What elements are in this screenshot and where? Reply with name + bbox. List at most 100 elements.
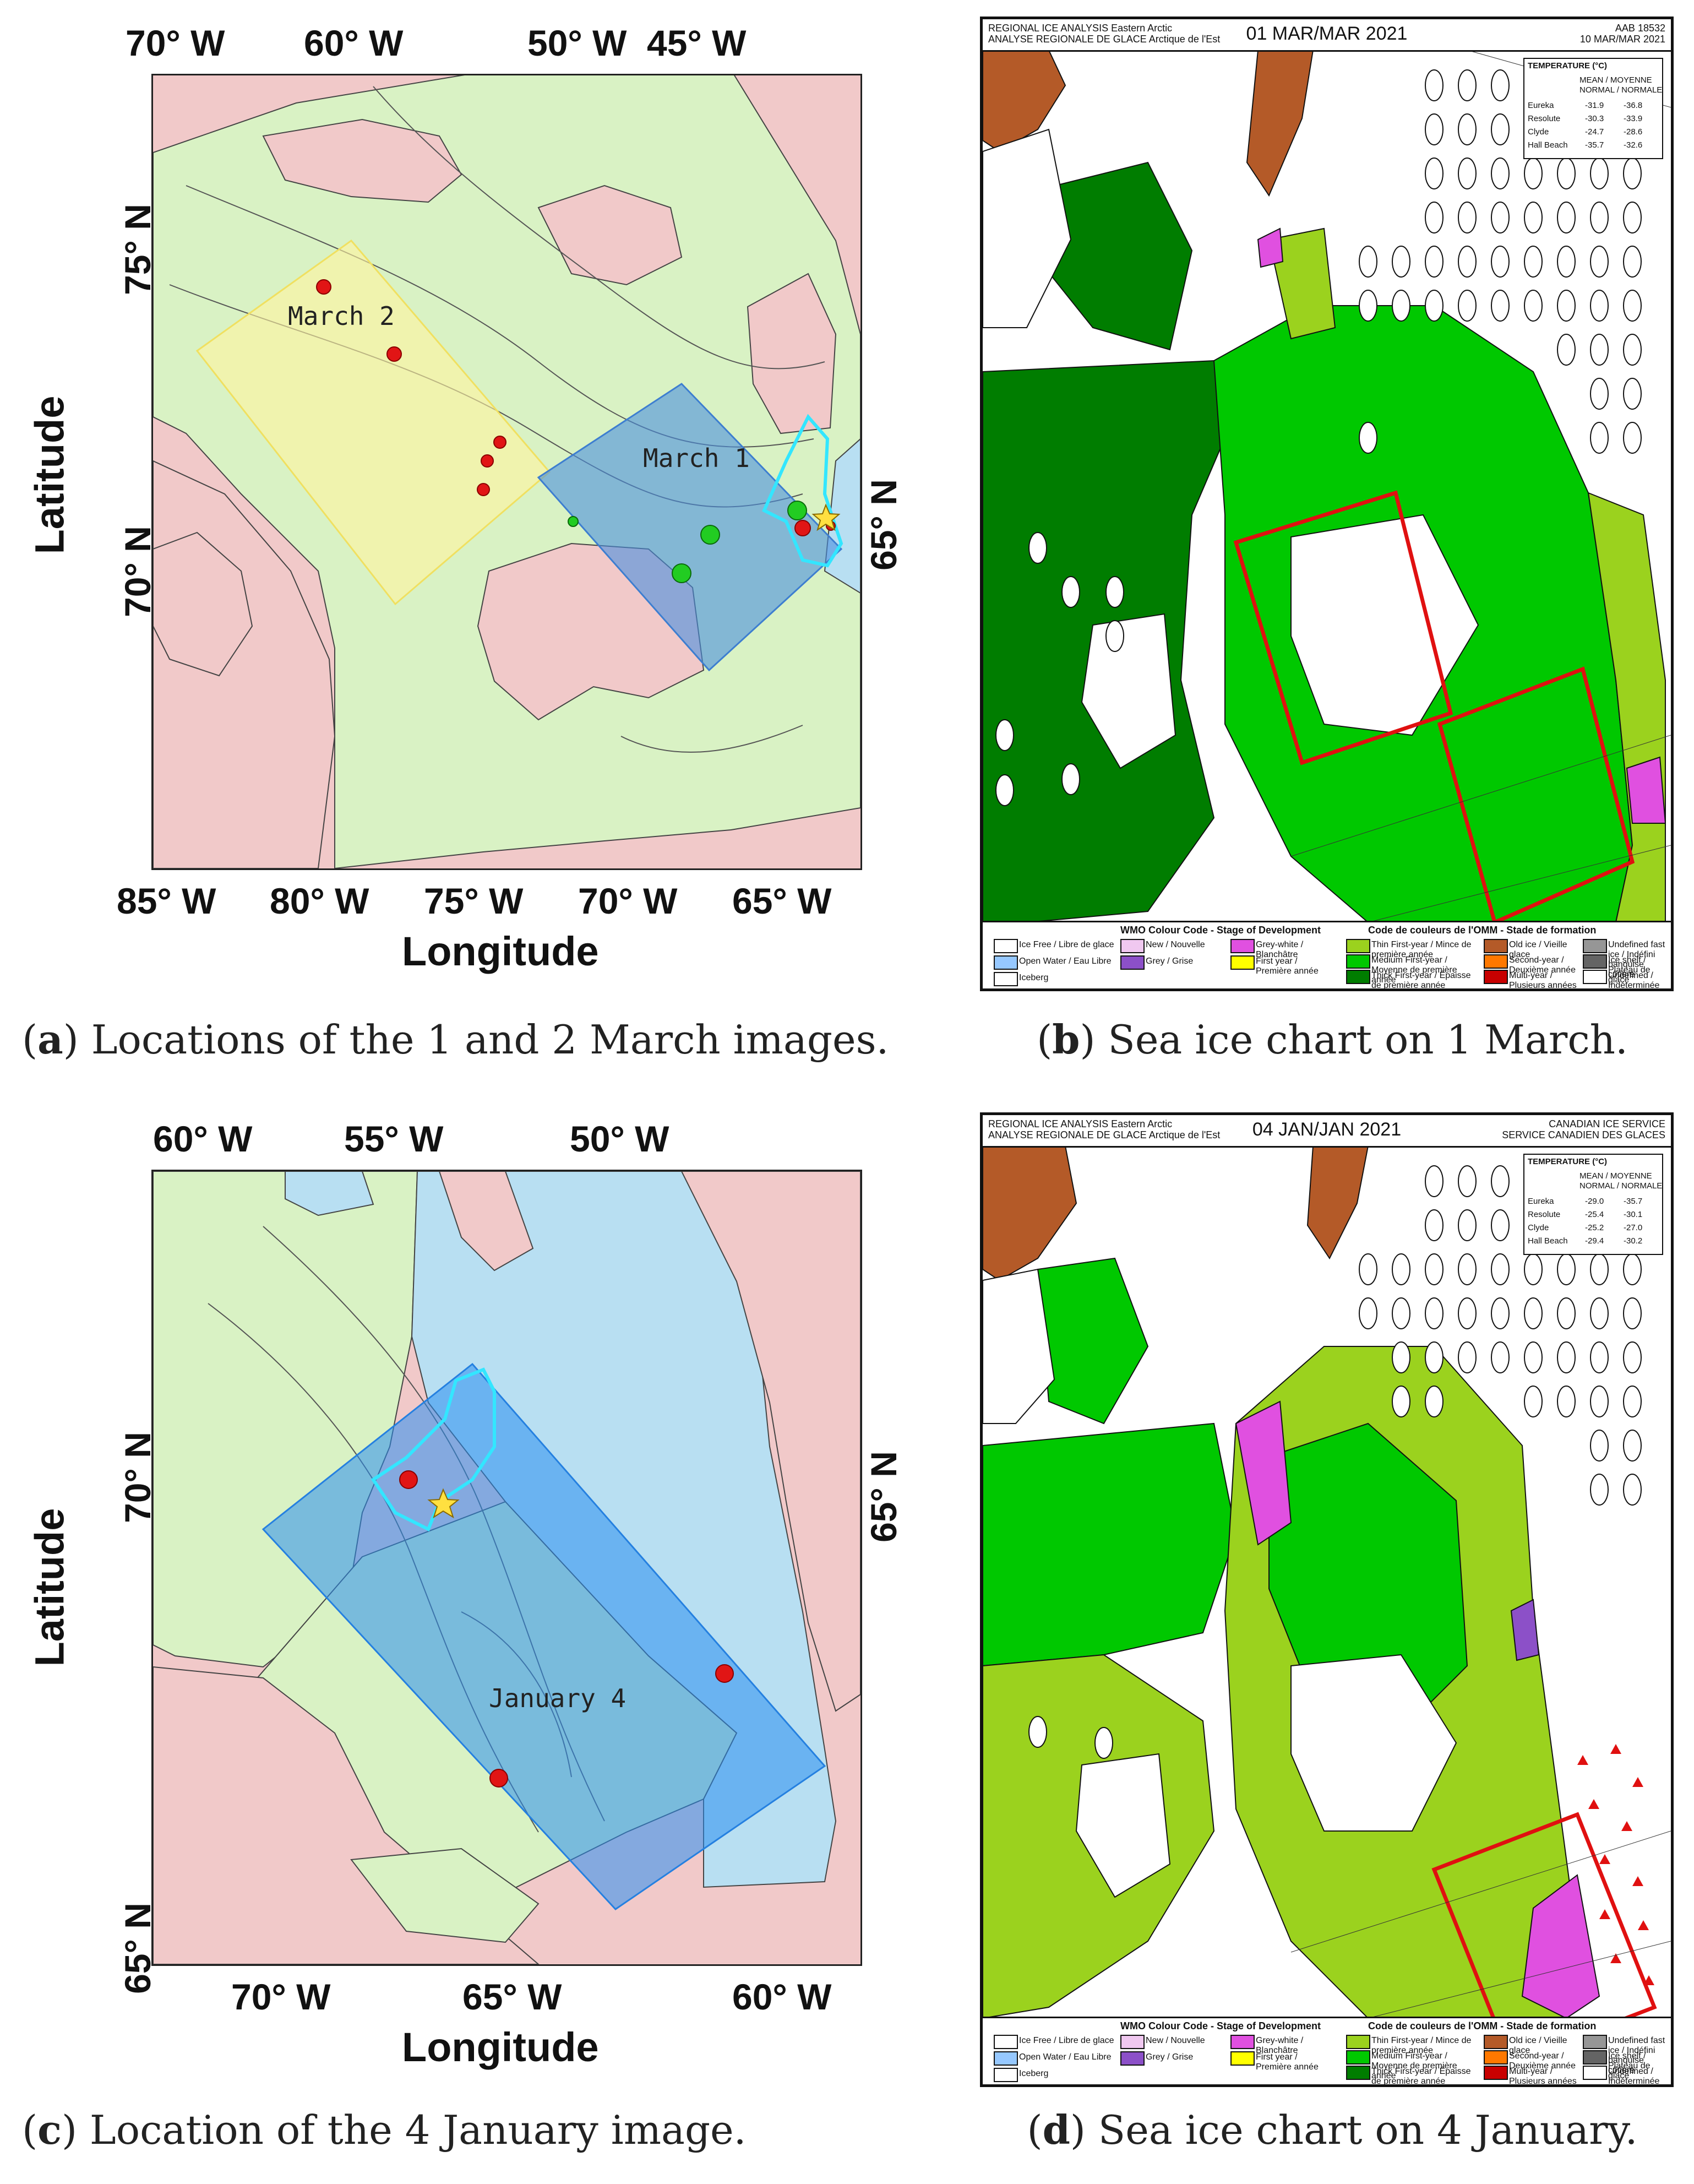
map-c: January 4 (151, 1170, 862, 1966)
legend-swatch (994, 2051, 1018, 2066)
temperature-table-b: TEMPERATURE (°C) MEAN / MOYENNE NORMAL /… (1523, 58, 1663, 159)
temp-mean: -31.9 (1585, 101, 1604, 110)
map-label-january-4: January 4 (489, 1683, 627, 1713)
map-c-svg (153, 1171, 860, 1964)
legend-swatch (1484, 2035, 1508, 2049)
temp-mean: -35.7 (1585, 140, 1604, 150)
legend-swatch (1346, 2050, 1370, 2065)
chart-d-legend: WMO Colour Code - Stage of Development C… (983, 2017, 1671, 2084)
top-tick: 55° W (344, 1118, 444, 1159)
legend-label: Old ice / Vieille glace (1509, 2036, 1567, 2055)
ice-chart-d-svg (983, 1145, 1671, 2065)
header-line: REGIONAL ICE ANALYSIS Eastern Arctic (988, 23, 1173, 34)
caption-a: (a) Locations of the 1 and 2 March image… (22, 1016, 889, 1063)
temp-station: Eureka (1528, 101, 1554, 110)
temp-mean: -24.7 (1585, 127, 1604, 137)
legend-swatch (1484, 939, 1508, 953)
temp-station: Clyde (1528, 127, 1549, 137)
legend-swatch (1346, 970, 1370, 984)
map-label-march-1: March 1 (643, 443, 750, 473)
caption-b: (b) Sea ice chart on 1 March. (1037, 1016, 1628, 1063)
legend-swatch (1484, 970, 1508, 984)
temp-col: MEAN / MOYENNE (1579, 75, 1652, 85)
panel-d: REGIONAL ICE ANALYSIS Eastern Arctic ANAL… (974, 1112, 1690, 2184)
legend-swatch (1583, 970, 1607, 984)
legend-swatch (1583, 2035, 1607, 2049)
top-tick: 45° W (647, 23, 747, 63)
header-line: REGIONAL ICE ANALYSIS Eastern Arctic (988, 1118, 1173, 1129)
top-tick: 50° W (570, 1118, 669, 1159)
temp-col: NORMAL / NORMALE (1579, 85, 1663, 95)
temp-title: TEMPERATURE (°C) (1528, 61, 1608, 70)
legend-title: WMO Colour Code - Stage of Development (1120, 2020, 1321, 2031)
temp-col: NORMAL / NORMALE (1579, 1181, 1663, 1191)
legend-label: Grey / Grise (1146, 957, 1194, 966)
temp-mean: -29.0 (1585, 1197, 1604, 1206)
legend-swatch (1583, 2050, 1607, 2065)
top-tick: 50° W (527, 23, 627, 63)
right-tick: 65° N (863, 1451, 904, 1542)
temp-normal: -27.0 (1624, 1223, 1643, 1232)
legend-swatch (1120, 2035, 1145, 2049)
legend-label: Iceberg (1019, 973, 1049, 982)
header-line: ANALYSE REGIONALE DE GLACE Arctique de l… (988, 34, 1221, 45)
header-line: ANALYSE REGIONALE DE GLACE Arctique de l… (988, 1129, 1221, 1140)
bottom-tick: 70° W (578, 881, 678, 921)
legend-label: First year / Première année (1256, 957, 1319, 976)
legend-label: Medium First-year / Moyenne de première … (1371, 2051, 1457, 2080)
legend-swatch (1484, 954, 1508, 969)
legend-label: First year / Première année (1256, 2052, 1319, 2072)
temp-normal: -28.6 (1624, 127, 1643, 137)
map-a-svg (153, 75, 860, 868)
legend-label: New / Nouvelle (1146, 2036, 1205, 2045)
legend-label: Old ice / Vieille glace (1509, 940, 1567, 959)
left-tick: 65° N (117, 1903, 158, 1994)
legend-label: Iceberg (1019, 2069, 1049, 2078)
temp-normal: -35.7 (1624, 1197, 1643, 1206)
bottom-tick: 65° W (732, 881, 832, 921)
legend-swatch (994, 972, 1018, 986)
legend-swatch (994, 939, 1018, 953)
ice-chart-d: REGIONAL ICE ANALYSIS Eastern Arctic ANAL… (980, 1112, 1674, 2087)
temp-mean: -30.3 (1585, 114, 1604, 123)
legend-swatch (1346, 2035, 1370, 2049)
legend-swatch (1230, 2035, 1255, 2049)
legend-title: WMO Colour Code - Stage of Development (1120, 925, 1321, 936)
legend-swatch (1120, 939, 1145, 953)
legend-label: New / Nouvelle (1146, 940, 1205, 949)
temp-mean: -29.4 (1585, 1236, 1604, 1246)
legend-swatch (1583, 954, 1607, 969)
legend-swatch (1120, 955, 1145, 970)
temp-title: TEMPERATURE (°C) (1528, 1157, 1608, 1166)
chart-title: 04 JAN/JAN 2021 (1252, 1119, 1402, 1140)
bottom-tick: 75° W (424, 881, 524, 921)
left-tick: 70° N (117, 526, 158, 617)
chart-d-header: REGIONAL ICE ANALYSIS Eastern Arctic ANAL… (983, 1115, 1671, 1148)
legend-label: Grey-white / Blanchâtre (1256, 940, 1304, 959)
caption-c: (c) Location of the 4 January image. (22, 2106, 747, 2153)
temp-mean: -25.4 (1585, 1210, 1604, 1219)
legend-swatch (994, 955, 1018, 970)
legend-swatch (1230, 939, 1255, 953)
legend-label: Undefined fast ice / Indéfini banquise c… (1608, 2036, 1665, 2075)
legend-label: Undefined / Indéterminée (1608, 971, 1660, 990)
legend-swatch (1583, 939, 1607, 953)
bottom-tick: 60° W (732, 1976, 832, 2017)
map-a: March 2 March 1 (151, 74, 862, 870)
temperature-table-d: TEMPERATURE (°C) MEAN / MOYENNE NORMAL /… (1523, 1154, 1663, 1255)
panel-b: REGIONAL ICE ANALYSIS Eastern Arctic ANAL… (974, 17, 1690, 1079)
legend-label: Ice shelf / Plateau de glace (1608, 2051, 1651, 2080)
panel-a: March 2 March 1 70° W 60° W 50° W 45° W … (0, 0, 904, 1079)
top-tick: 60° W (153, 1118, 253, 1159)
header-line: CANADIAN ICE SERVICE (1549, 1118, 1665, 1129)
bottom-tick: 80° W (270, 881, 369, 921)
ice-chart-b: REGIONAL ICE ANALYSIS Eastern Arctic ANAL… (980, 17, 1674, 991)
temp-normal: -30.1 (1624, 1210, 1643, 1219)
left-tick: 75° N (117, 204, 158, 295)
right-tick: 65° N (863, 479, 904, 571)
chart-b-header: REGIONAL ICE ANALYSIS Eastern Arctic ANAL… (983, 19, 1671, 52)
legend-swatch (994, 2035, 1018, 2049)
temp-station: Hall Beach (1528, 140, 1568, 150)
bottom-tick: 65° W (462, 1976, 562, 2017)
ice-chart-b-svg (983, 50, 1671, 925)
